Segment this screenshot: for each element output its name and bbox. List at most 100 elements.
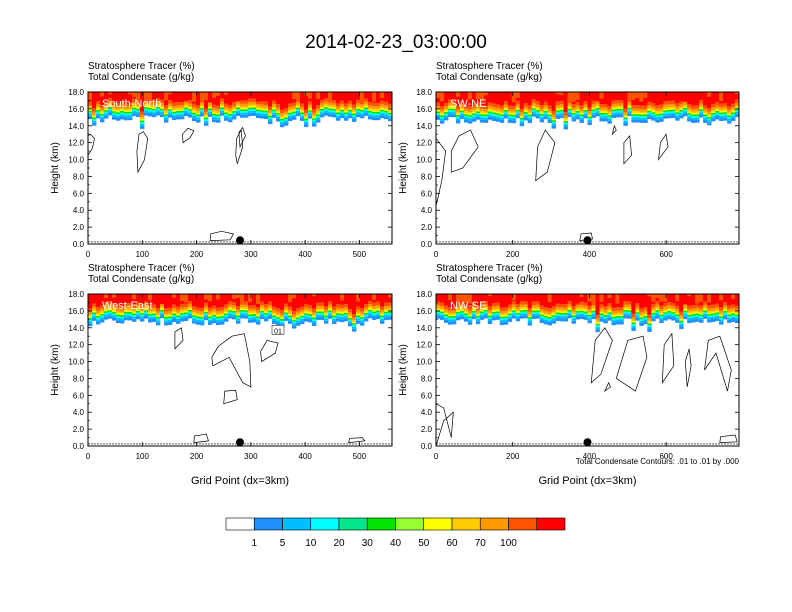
tracer-band — [224, 106, 229, 110]
tracer-band — [479, 313, 485, 315]
tracer-band — [647, 326, 652, 329]
tracer-band — [459, 307, 465, 310]
tracer-band — [260, 314, 265, 317]
tracer-band — [316, 310, 321, 312]
tracer-band — [256, 108, 261, 110]
colorbar-swatch — [366, 517, 396, 531]
tracer-band — [527, 92, 533, 106]
tracer-band — [100, 308, 105, 312]
tracer-band — [276, 311, 281, 315]
tracer-streak — [543, 294, 549, 298]
tracer-band — [667, 108, 672, 110]
tracer-streak — [659, 92, 664, 102]
tracer-band — [364, 318, 369, 322]
tracer-band — [603, 320, 608, 324]
tracer-band — [120, 312, 125, 314]
tracer-band — [567, 311, 572, 314]
tracer-band — [599, 314, 604, 317]
tracer-band — [380, 294, 385, 307]
tracer-band — [232, 102, 237, 106]
tracer-band — [723, 115, 728, 118]
tracer-band — [92, 306, 97, 310]
tracer-band — [332, 92, 337, 101]
tracer-band — [196, 92, 201, 106]
tracer-band — [555, 110, 560, 113]
tracer-band — [220, 107, 225, 109]
tracer-band — [707, 111, 712, 114]
tracer-band — [699, 110, 704, 113]
tracer-band — [108, 310, 113, 312]
tracer-band — [535, 313, 541, 316]
tracer-band — [699, 305, 704, 309]
tracer-band — [635, 119, 640, 123]
tracer-band — [344, 109, 349, 112]
tracer-band — [619, 107, 624, 109]
tracer-band — [220, 104, 225, 107]
tracer-band — [563, 124, 568, 127]
tracer-band — [455, 109, 461, 113]
tracer-band — [651, 115, 656, 118]
tracer-band — [116, 313, 121, 315]
tracer-band — [487, 116, 493, 120]
tracer-streak — [208, 92, 213, 103]
tracer-band — [551, 114, 557, 118]
tracer-band — [563, 120, 568, 123]
tracer-band — [659, 305, 664, 310]
tracer-band — [376, 294, 381, 302]
tracer-band — [280, 117, 285, 119]
tracer-band — [304, 314, 309, 317]
tracer-band — [719, 321, 724, 325]
tracer-streak — [735, 92, 740, 94]
tracer-band — [539, 311, 545, 314]
tracer-band — [160, 311, 165, 314]
tracer-band — [483, 304, 489, 307]
tracer-band — [507, 116, 513, 118]
tracer-band — [551, 111, 557, 115]
tracer-band — [92, 92, 97, 109]
tracer-band — [567, 114, 572, 118]
colorbar-label: 5 — [280, 538, 286, 549]
tracer-band — [531, 113, 537, 117]
tracer-band — [691, 305, 696, 309]
tracer-band — [220, 317, 225, 320]
tracer-band — [304, 307, 309, 311]
tracer-band — [152, 315, 157, 317]
tracer-band — [523, 111, 529, 114]
tracer-band — [356, 110, 361, 113]
tracer-band — [256, 115, 261, 118]
tracer-band — [703, 294, 708, 302]
tracer-band — [300, 317, 305, 320]
tracer-band — [296, 314, 301, 316]
tracer-band — [172, 110, 177, 112]
tracer-band — [388, 111, 393, 113]
tracer-band — [707, 113, 712, 116]
tracer-band — [372, 106, 377, 109]
tracer-band — [296, 107, 301, 110]
tracer-band — [483, 114, 489, 117]
tracer-band — [527, 111, 533, 114]
tracer-band — [344, 106, 349, 110]
tracer-band — [360, 318, 365, 321]
tracer-band — [372, 115, 377, 118]
tracer-band — [475, 294, 481, 307]
tracer-band — [144, 310, 149, 312]
tracer-band — [655, 308, 660, 311]
tracer-band — [168, 92, 173, 101]
tracer-band — [483, 116, 489, 118]
tracer-band — [212, 108, 217, 111]
tracer-band — [176, 102, 181, 106]
tracer-band — [360, 320, 365, 323]
tracer-band — [599, 310, 604, 313]
tracer-band — [527, 116, 533, 118]
tracer-band — [136, 310, 141, 313]
tracer-band — [579, 313, 584, 317]
tracer-band — [240, 103, 245, 107]
tracer-band — [543, 110, 549, 113]
tracer-band — [296, 317, 301, 319]
tracer-band — [519, 92, 525, 109]
tracer-band — [304, 113, 309, 116]
tracer-band — [707, 308, 712, 312]
tracer-streak — [547, 294, 553, 303]
figure-title: 2014-02-23_03:00:00 — [305, 32, 487, 53]
tracer-band — [224, 310, 229, 313]
